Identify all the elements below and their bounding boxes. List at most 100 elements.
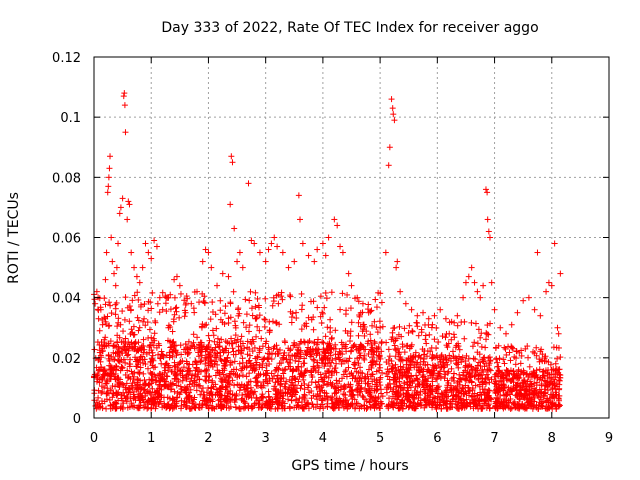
data-point [275, 300, 282, 307]
data-point [415, 332, 422, 339]
data-point [270, 345, 277, 352]
data-point [285, 386, 292, 393]
x-tick-label: 1 [147, 431, 155, 446]
data-point [225, 273, 232, 280]
data-point [487, 367, 494, 374]
data-point [206, 373, 213, 380]
data-point [149, 289, 156, 296]
x-tick-label: 5 [376, 431, 384, 446]
data-point [514, 309, 521, 316]
data-point [301, 355, 308, 362]
data-point [180, 364, 187, 371]
data-point [156, 398, 163, 405]
x-tick-label: 7 [490, 431, 498, 446]
data-point [386, 144, 393, 151]
y-axis-label: ROTI / TECUs [6, 192, 22, 284]
data-point [115, 240, 122, 247]
data-point [154, 300, 161, 307]
data-point [485, 228, 492, 235]
data-point [298, 290, 305, 297]
data-point [182, 341, 189, 348]
data-point [235, 312, 242, 319]
data-point [263, 372, 270, 379]
data-point [423, 340, 430, 347]
data-point [376, 361, 383, 368]
data-point [232, 322, 239, 329]
data-point [236, 387, 243, 394]
data-point [359, 392, 366, 399]
data-point [225, 319, 232, 326]
data-point [279, 249, 286, 256]
data-point [274, 378, 281, 385]
data-point [348, 393, 355, 400]
data-point [124, 216, 131, 223]
data-point [238, 333, 245, 340]
data-point [359, 309, 366, 316]
data-point [454, 312, 461, 319]
data-point [374, 386, 381, 393]
data-point [333, 369, 340, 376]
data-point [253, 382, 260, 389]
data-point [121, 343, 128, 350]
data-point [152, 364, 159, 371]
data-point [107, 338, 114, 345]
data-point [431, 312, 438, 319]
data-point [212, 392, 219, 399]
data-point [267, 398, 274, 405]
data-point [105, 342, 112, 349]
data-point [249, 312, 256, 319]
data-point [474, 288, 481, 295]
data-point [262, 258, 269, 265]
data-point [401, 325, 408, 332]
x-tick-label: 4 [319, 431, 327, 446]
data-point [295, 192, 302, 199]
data-point [276, 360, 283, 367]
data-point [171, 294, 178, 301]
data-point [171, 359, 178, 366]
data-point [173, 371, 180, 378]
data-point [156, 294, 163, 301]
data-point [355, 298, 362, 305]
data-point [367, 337, 374, 344]
data-point [462, 279, 469, 286]
data-point [331, 216, 338, 223]
data-point [231, 382, 238, 389]
data-point [232, 403, 239, 410]
data-point [135, 377, 142, 384]
data-point [135, 327, 142, 334]
data-point [269, 318, 276, 325]
data-point [484, 322, 491, 329]
data-point [217, 375, 224, 382]
data-point [314, 391, 321, 398]
data-point [469, 343, 476, 350]
y-tick-label: 0.12 [52, 51, 81, 66]
data-point [246, 297, 253, 304]
data-point [248, 405, 255, 412]
data-point [333, 380, 340, 387]
data-point [311, 258, 318, 265]
data-point [337, 306, 344, 313]
data-point [219, 270, 226, 277]
data-point [480, 355, 487, 362]
data-point [482, 186, 489, 193]
data-point [295, 378, 302, 385]
data-point [260, 371, 267, 378]
data-point [517, 360, 524, 367]
data-point [142, 361, 149, 368]
x-tick-label: 2 [204, 431, 212, 446]
data-point [345, 400, 352, 407]
data-point [127, 307, 134, 314]
data-point [319, 240, 326, 247]
data-point [346, 355, 353, 362]
data-point [103, 390, 110, 397]
data-point [231, 318, 238, 325]
data-point [253, 394, 260, 401]
data-point [371, 376, 378, 383]
data-point [368, 393, 375, 400]
data-point [299, 240, 306, 247]
data-point [140, 336, 147, 343]
data-point [251, 240, 258, 247]
data-point [118, 347, 125, 354]
data-point [217, 297, 224, 304]
data-point [105, 183, 112, 190]
